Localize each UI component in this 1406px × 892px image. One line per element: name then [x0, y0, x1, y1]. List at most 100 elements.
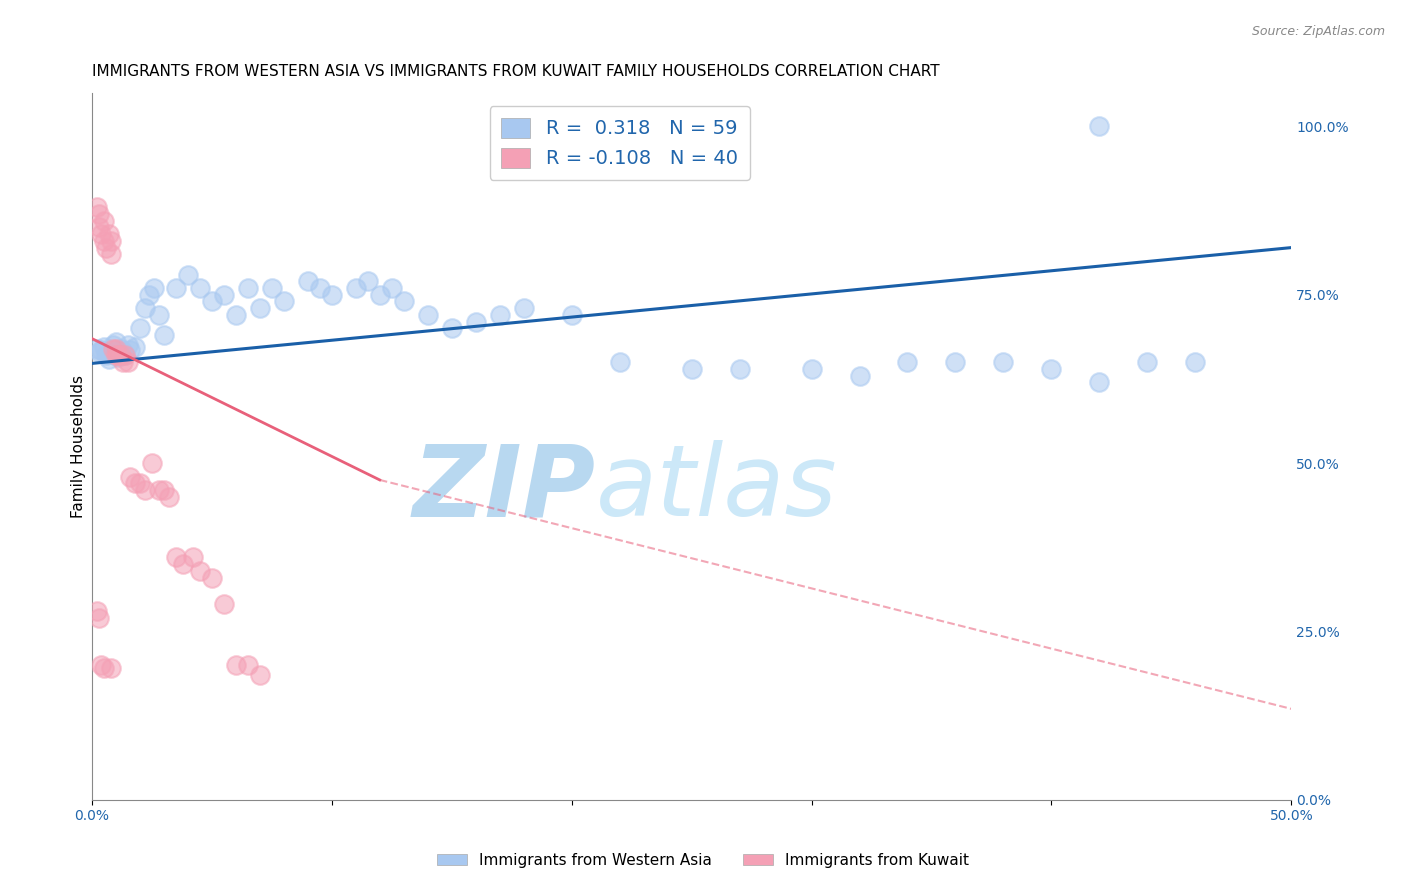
Point [157, 490, 180, 504]
Point [181, 550, 204, 565]
Point [111, 345, 134, 359]
Text: atlas: atlas [596, 440, 837, 537]
Point [103, 342, 125, 356]
Point [97, 227, 120, 241]
Point [188, 564, 211, 578]
Point [188, 281, 211, 295]
Point [100, 234, 122, 248]
Point [152, 328, 174, 343]
Point [110, 342, 132, 356]
Point [236, 658, 259, 673]
Point [212, 287, 235, 301]
Point [107, 350, 129, 364]
Point [134, 301, 156, 316]
Point [86, 342, 108, 356]
Point [308, 281, 330, 295]
Point [561, 308, 583, 322]
Point [104, 334, 127, 349]
Text: Source: ZipAtlas.com: Source: ZipAtlas.com [1251, 25, 1385, 38]
Point [120, 469, 142, 483]
Point [249, 668, 271, 682]
Text: ZIP: ZIP [412, 440, 596, 537]
Point [392, 294, 415, 309]
Point [260, 281, 283, 295]
Point [114, 348, 136, 362]
Point [97, 351, 120, 366]
Point [103, 338, 125, 352]
Point [86, 200, 108, 214]
Y-axis label: Family Households: Family Households [72, 375, 86, 517]
Point [464, 315, 486, 329]
Point [344, 281, 367, 295]
Point [321, 287, 343, 301]
Point [148, 308, 170, 322]
Point [357, 274, 380, 288]
Point [93, 661, 115, 675]
Point [117, 338, 139, 352]
Point [120, 343, 142, 357]
Point [1088, 120, 1111, 134]
Legend: R =  0.318   N = 59, R = -0.108   N = 40: R = 0.318 N = 59, R = -0.108 N = 40 [489, 106, 749, 180]
Point [172, 557, 194, 571]
Point [225, 308, 247, 322]
Point [225, 658, 247, 673]
Point [117, 355, 139, 369]
Point [152, 483, 174, 497]
Point [165, 281, 187, 295]
Point [104, 348, 127, 362]
Point [114, 348, 136, 362]
Point [86, 604, 108, 618]
Point [96, 241, 118, 255]
Point [848, 368, 870, 383]
Point [100, 661, 122, 675]
Point [93, 213, 115, 227]
Point [416, 308, 439, 322]
Point [165, 550, 187, 565]
Point [177, 268, 200, 282]
Point [134, 483, 156, 497]
Point [104, 342, 127, 356]
Point [249, 301, 271, 316]
Point [143, 281, 166, 295]
Point [1184, 355, 1206, 369]
Point [107, 348, 129, 362]
Point [96, 348, 118, 362]
Point [945, 355, 967, 369]
Point [236, 281, 259, 295]
Point [440, 321, 463, 335]
Point [87, 207, 110, 221]
Point [993, 355, 1015, 369]
Point [87, 220, 110, 235]
Point [512, 301, 534, 316]
Point [90, 227, 112, 241]
Point [273, 294, 295, 309]
Point [297, 274, 319, 288]
Point [201, 570, 224, 584]
Point [90, 658, 112, 673]
Text: IMMIGRANTS FROM WESTERN ASIA VS IMMIGRANTS FROM KUWAIT FAMILY HOUSEHOLDS CORRELA: IMMIGRANTS FROM WESTERN ASIA VS IMMIGRAN… [91, 64, 939, 79]
Point [100, 347, 122, 361]
Point [87, 611, 110, 625]
Point [1040, 361, 1063, 376]
Point [728, 361, 751, 376]
Point [90, 343, 112, 357]
Point [124, 476, 146, 491]
Point [212, 598, 235, 612]
Point [148, 483, 170, 497]
Point [1088, 376, 1111, 390]
Legend: Immigrants from Western Asia, Immigrants from Kuwait: Immigrants from Western Asia, Immigrants… [430, 847, 976, 873]
Point [111, 355, 134, 369]
Point [381, 281, 404, 295]
Point [128, 321, 150, 335]
Point [100, 247, 122, 261]
Point [896, 355, 918, 369]
Point [201, 294, 224, 309]
Point [110, 348, 132, 362]
Point [368, 287, 391, 301]
Point [87, 345, 110, 359]
Point [93, 340, 115, 354]
Point [138, 287, 160, 301]
Point [141, 456, 163, 470]
Point [128, 476, 150, 491]
Point [681, 361, 703, 376]
